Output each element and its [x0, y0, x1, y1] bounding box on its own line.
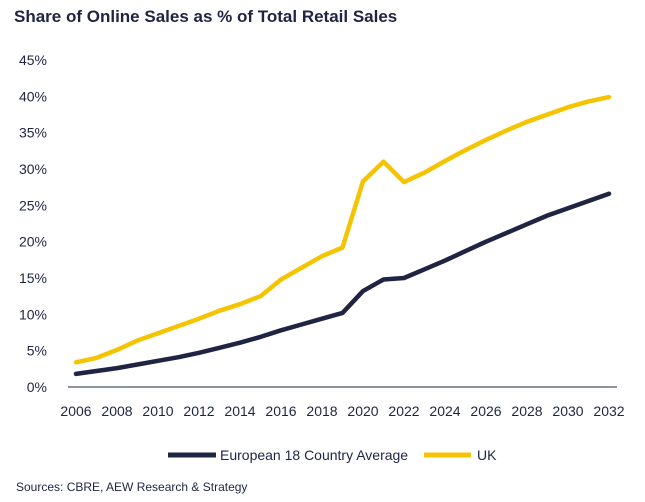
x-axis: 2006 2008 2010 2012 2014 2016 2018 2020 2022 2024…	[60, 403, 624, 419]
x-tick-label: 2010	[142, 403, 173, 419]
y-tick-label: 40%	[19, 88, 47, 104]
legend-label: European 18 Country Average	[220, 447, 408, 463]
x-tick-label: 2006	[60, 403, 91, 419]
x-tick-label: 2014	[224, 403, 255, 419]
y-tick-label: 15%	[19, 270, 47, 286]
legend-label: UK	[477, 447, 497, 463]
y-tick-label: 25%	[19, 197, 47, 213]
x-tick-label: 2016	[265, 403, 296, 419]
y-tick-label: 0%	[27, 379, 47, 395]
y-tick-label: 10%	[19, 306, 47, 322]
x-tick-label: 2012	[183, 403, 214, 419]
y-axis: 0% 5% 10% 15% 20% 25% 30% 35% 40% 45%	[19, 52, 47, 395]
series-line-uk	[73, 94, 612, 365]
y-tick-label: 45%	[19, 52, 47, 68]
x-tick-label: 2030	[552, 403, 583, 419]
y-tick-label: 5%	[27, 343, 47, 359]
x-tick-label: 2032	[593, 403, 624, 419]
y-tick-label: 30%	[19, 161, 47, 177]
legend: European 18 Country Average UK	[168, 447, 497, 463]
x-tick-label: 2020	[347, 403, 378, 419]
x-tick-label: 2022	[388, 403, 419, 419]
plot-area	[73, 94, 612, 377]
x-tick-label: 2018	[306, 403, 337, 419]
x-tick-label: 2024	[429, 403, 460, 419]
x-tick-label: 2028	[511, 403, 542, 419]
y-tick-label: 20%	[19, 234, 47, 250]
y-tick-label: 35%	[19, 125, 47, 141]
x-tick-label: 2026	[470, 403, 501, 419]
series-line-european-18-country-average	[73, 191, 612, 377]
x-tick-label: 2008	[101, 403, 132, 419]
source-note: Sources: CBRE, AEW Research & Strategy	[16, 480, 247, 494]
chart-title: Share of Online Sales as % of Total Reta…	[14, 7, 397, 26]
